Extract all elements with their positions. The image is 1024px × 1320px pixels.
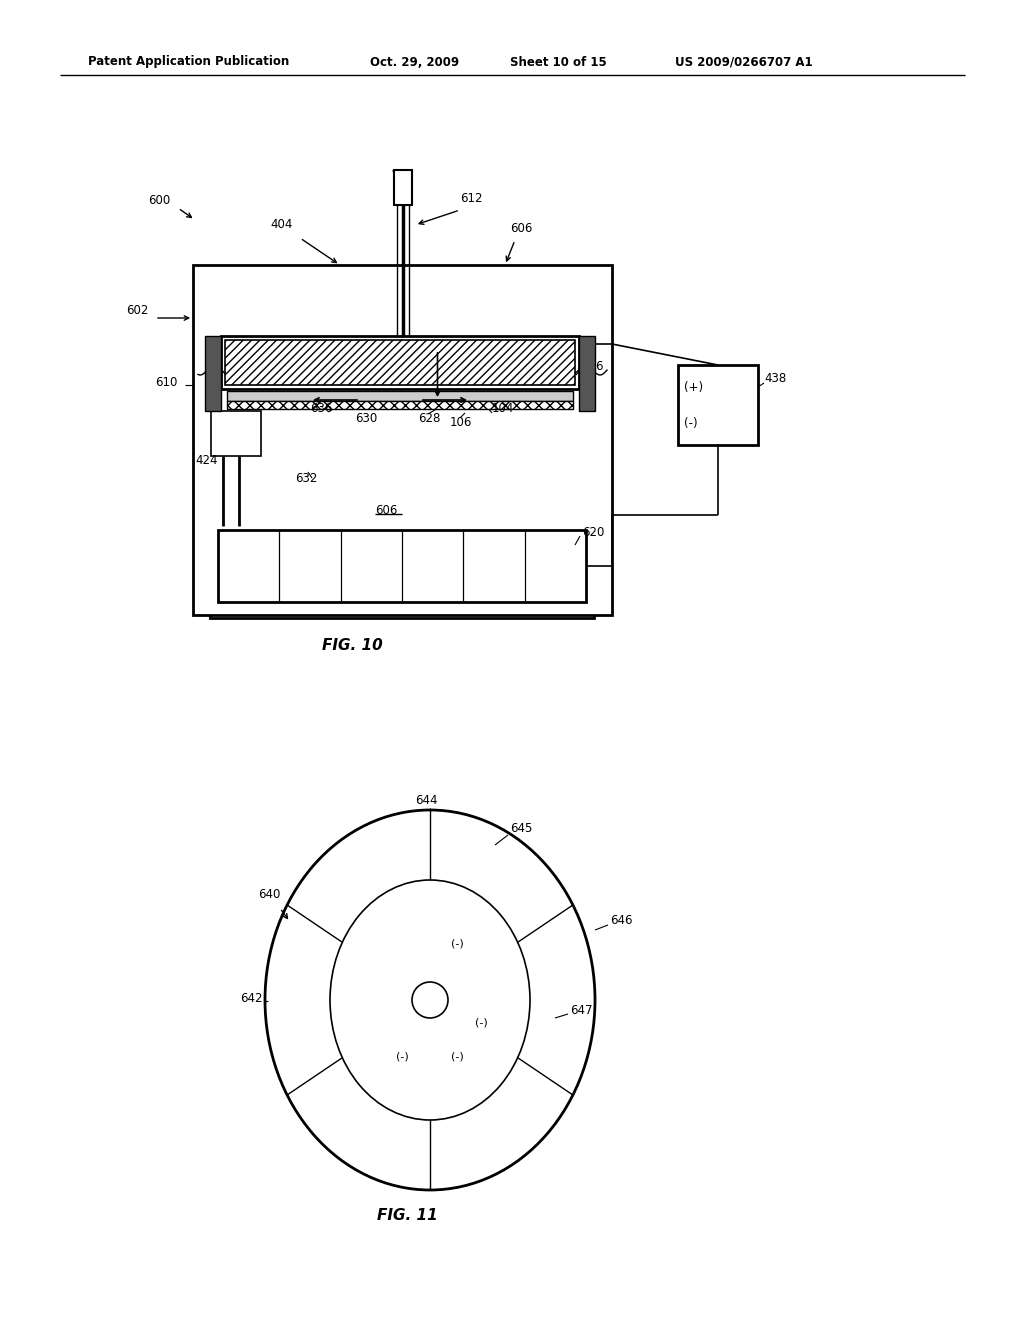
Text: 104: 104	[492, 401, 514, 414]
Bar	[218, 531, 586, 602]
Text: 602: 602	[126, 304, 148, 317]
Text: 642: 642	[240, 991, 262, 1005]
Text: FIG. 11: FIG. 11	[377, 1208, 437, 1222]
Text: (-): (-)	[396, 1051, 409, 1061]
Text: 644: 644	[415, 793, 437, 807]
Bar	[193, 265, 612, 615]
Text: 645: 645	[510, 821, 532, 834]
Text: US 2009/0266707 A1: US 2009/0266707 A1	[675, 55, 813, 69]
Bar	[678, 366, 758, 445]
Text: 640: 640	[258, 888, 281, 902]
Text: Oct. 29, 2009: Oct. 29, 2009	[370, 55, 459, 69]
Text: 610: 610	[155, 375, 177, 388]
Text: 632: 632	[295, 471, 317, 484]
Text: 636: 636	[310, 401, 333, 414]
Text: 628: 628	[418, 412, 440, 425]
Text: 612: 612	[460, 191, 482, 205]
Text: 438: 438	[764, 372, 786, 385]
Text: 404: 404	[270, 219, 293, 231]
Text: FIG. 10: FIG. 10	[322, 638, 382, 652]
Text: 647: 647	[570, 1003, 593, 1016]
Bar	[210, 521, 594, 618]
Text: (+): (+)	[684, 380, 703, 393]
Text: 116: 116	[582, 359, 604, 372]
Bar	[579, 337, 595, 411]
Text: 600: 600	[148, 194, 170, 206]
Text: (-): (-)	[475, 1018, 488, 1027]
Text: 606: 606	[375, 503, 397, 516]
Bar	[227, 401, 573, 409]
Bar	[205, 337, 221, 411]
Ellipse shape	[330, 880, 530, 1119]
Text: Patent Application Publication: Patent Application Publication	[88, 55, 289, 69]
Circle shape	[412, 982, 449, 1018]
Text: 646: 646	[610, 913, 633, 927]
Ellipse shape	[265, 810, 595, 1191]
Text: Sheet 10 of 15: Sheet 10 of 15	[510, 55, 607, 69]
Text: 424: 424	[195, 454, 217, 466]
Text: (-): (-)	[452, 939, 464, 949]
Bar	[225, 341, 575, 385]
Bar	[393, 170, 412, 205]
Text: (-): (-)	[452, 1051, 464, 1061]
Text: (-): (-)	[684, 417, 697, 429]
Bar	[211, 411, 261, 455]
Bar	[227, 391, 573, 401]
Text: 630: 630	[355, 412, 377, 425]
Text: 606: 606	[510, 222, 532, 235]
Text: 620: 620	[582, 525, 604, 539]
Bar	[221, 337, 579, 389]
Text: 106: 106	[450, 416, 472, 429]
